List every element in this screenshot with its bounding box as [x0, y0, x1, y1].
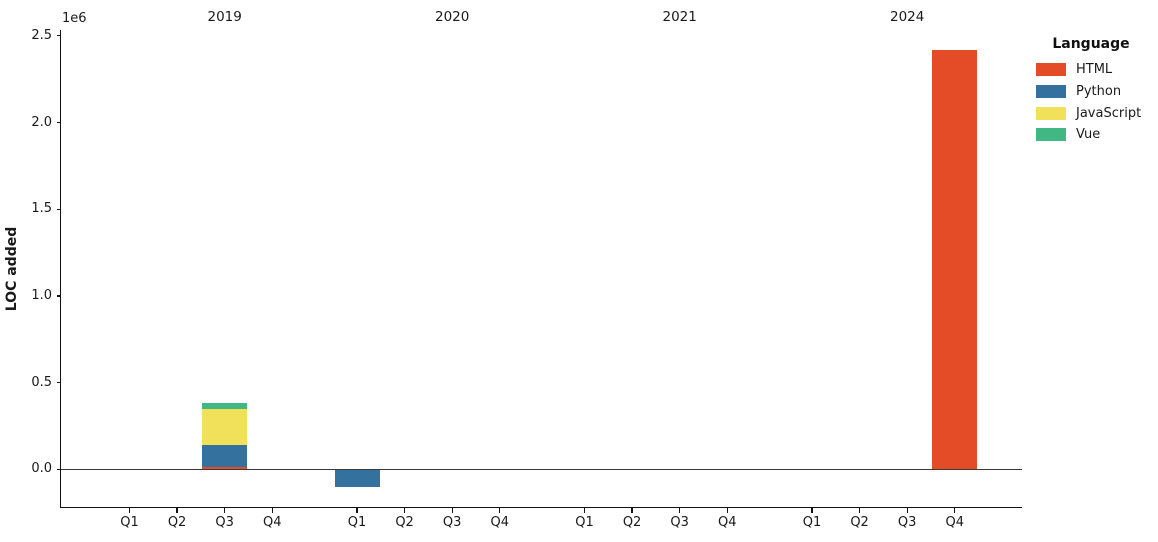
y-axis-offset-text: 1e6 — [62, 11, 87, 26]
legend-label: HTML — [1076, 62, 1113, 78]
y-tick-label: 0.5 — [31, 374, 52, 390]
y-tick-label: 2.0 — [31, 114, 52, 130]
x-tick-label: Q1 — [347, 515, 367, 530]
legend: Language HTML Python JavaScript Vue — [1028, 36, 1156, 146]
x-tick-label: Q4 — [718, 515, 737, 530]
group-label-2020: 2020 — [435, 9, 470, 25]
y-tick — [56, 208, 61, 210]
x-tick-label: Q2 — [850, 515, 869, 530]
zero-line — [61, 468, 1022, 470]
x-tick — [726, 508, 728, 513]
group-label-2024: 2024 — [890, 9, 925, 25]
x-tick — [176, 508, 178, 513]
x-tick — [583, 508, 586, 513]
legend-entry-html: HTML — [1028, 59, 1156, 81]
group-label-2021: 2021 — [662, 9, 697, 25]
x-tick — [271, 508, 273, 513]
legend-label: Vue — [1076, 127, 1101, 143]
x-tick — [403, 508, 406, 513]
legend-entry-python: Python — [1028, 81, 1156, 103]
x-tick — [954, 508, 956, 513]
x-tick — [224, 508, 226, 513]
legend-entry-vue: Vue — [1028, 124, 1156, 146]
x-tick — [631, 508, 633, 513]
legend-entries: HTML Python JavaScript Vue — [1028, 59, 1156, 146]
x-tick-label: Q1 — [802, 515, 822, 530]
group-label-2019: 2019 — [207, 9, 242, 25]
legend-label: JavaScript — [1076, 105, 1142, 121]
x-tick-label: Q1 — [575, 515, 594, 530]
y-tick-label: 0.0 — [31, 461, 52, 477]
x-tick — [356, 508, 358, 513]
x-tick-label: Q3 — [897, 515, 917, 530]
x-tick — [499, 508, 501, 513]
legend-title: Language — [1052, 36, 1130, 52]
bar-segment-vue-2019-Q3 — [202, 402, 248, 409]
y-tick-label: 2.5 — [31, 27, 52, 43]
x-tick-label: Q4 — [945, 515, 965, 530]
x-tick-label: Q2 — [622, 515, 642, 530]
bar-segment-javascript-2019-Q3 — [202, 408, 248, 446]
bar-segment-python-2020-Q1 — [334, 469, 380, 487]
x-tick — [858, 508, 861, 513]
y-axis-label: LOC added — [4, 226, 20, 312]
legend-swatch-html — [1036, 63, 1066, 77]
legend-swatch-python — [1036, 85, 1066, 99]
x-tick-label: Q4 — [490, 515, 510, 530]
x-tick-label: Q2 — [167, 515, 187, 530]
x-tick-label: Q4 — [263, 515, 282, 530]
x-tick — [679, 508, 681, 513]
y-tick-label: 1.0 — [31, 287, 52, 303]
legend-swatch-vue — [1036, 128, 1066, 142]
bar-segment-python-2019-Q3 — [202, 445, 248, 467]
y-tick — [56, 35, 61, 37]
x-tick-label: Q3 — [215, 515, 234, 530]
bar-segment-html-2019-Q3 — [202, 466, 248, 470]
x-tick — [128, 508, 131, 513]
y-tick — [56, 121, 61, 124]
y-tick — [56, 468, 61, 470]
x-tick-label: Q1 — [120, 515, 139, 530]
bar-segment-html-2024-Q4 — [932, 49, 978, 470]
y-axis-spine — [59, 30, 62, 508]
y-tick-label: 1.5 — [31, 201, 52, 217]
y-tick — [56, 295, 61, 297]
x-tick — [906, 508, 908, 513]
legend-entry-javascript: JavaScript — [1028, 102, 1156, 124]
legend-swatch-javascript — [1036, 106, 1066, 120]
x-tick-label: Q3 — [670, 515, 689, 530]
x-tick-label: Q2 — [395, 515, 414, 530]
x-axis-spine — [59, 507, 1022, 509]
x-tick-label: Q3 — [442, 515, 462, 530]
x-tick — [811, 508, 813, 513]
x-tick — [451, 508, 453, 513]
legend-label: Python — [1076, 84, 1122, 100]
y-tick — [56, 381, 61, 384]
